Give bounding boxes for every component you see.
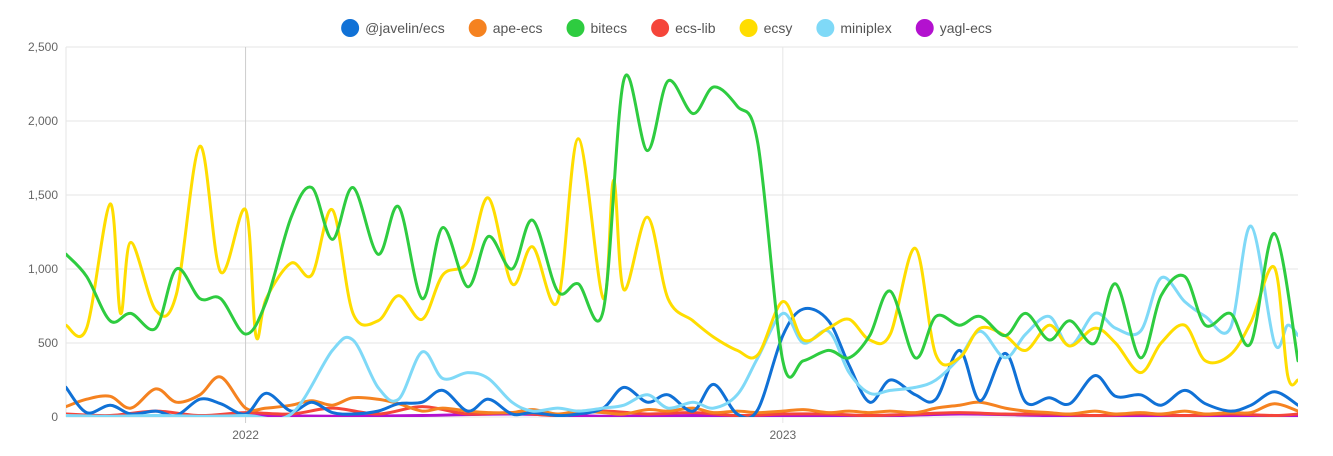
legend-item[interactable]: miniplex — [816, 19, 892, 37]
legend-swatch — [816, 19, 835, 37]
legend-swatch — [566, 19, 585, 37]
legend-label: bitecs — [591, 20, 628, 36]
legend-item[interactable]: bitecs — [566, 19, 628, 37]
series-line-ecsy — [66, 137, 1298, 387]
series-line-javelin-ecs — [66, 306, 1298, 417]
plot-area — [66, 73, 1298, 417]
grid — [65, 46, 1298, 423]
legend-label: yagl-ecs — [940, 20, 992, 36]
legend-item[interactable]: ape-ecs — [468, 19, 543, 37]
y-tick-label: 500 — [38, 336, 58, 350]
legend-item[interactable]: yagl-ecs — [915, 19, 992, 37]
legend-swatch — [739, 19, 758, 37]
legend-label: ecsy — [764, 20, 793, 36]
x-axis: 2022 2023 — [232, 428, 796, 442]
legend-swatch — [651, 19, 670, 37]
legend-label: ape-ecs — [493, 20, 543, 36]
y-tick-label: 0 — [51, 410, 58, 424]
legend-item[interactable]: ecsy — [739, 19, 793, 37]
legend-swatch — [341, 19, 360, 37]
legend-label: miniplex — [840, 20, 891, 36]
legend-swatch — [915, 19, 934, 37]
legend-label: @javelin/ecs — [365, 20, 445, 36]
x-tick-label: 2022 — [232, 428, 259, 442]
x-tick-label: 2023 — [769, 428, 796, 442]
legend-swatch — [468, 19, 487, 37]
y-tick-label: 1,500 — [28, 188, 58, 202]
legend-item[interactable]: ecs-lib — [651, 19, 716, 37]
y-tick-label: 2,000 — [28, 114, 58, 128]
legend: @javelin/ecs ape-ecs bitecs ecs-lib ecsy mini… — [341, 19, 992, 37]
series-line-bitecs — [66, 73, 1298, 379]
y-tick-label: 2,500 — [28, 40, 58, 54]
y-tick-label: 1,000 — [28, 262, 58, 276]
legend-label: ecs-lib — [675, 20, 716, 36]
legend-item[interactable]: @javelin/ecs — [341, 19, 445, 37]
series-line-ape-ecs — [66, 375, 1298, 416]
y-axis: 0 500 1,000 1,500 2,000 2,500 — [28, 40, 58, 424]
